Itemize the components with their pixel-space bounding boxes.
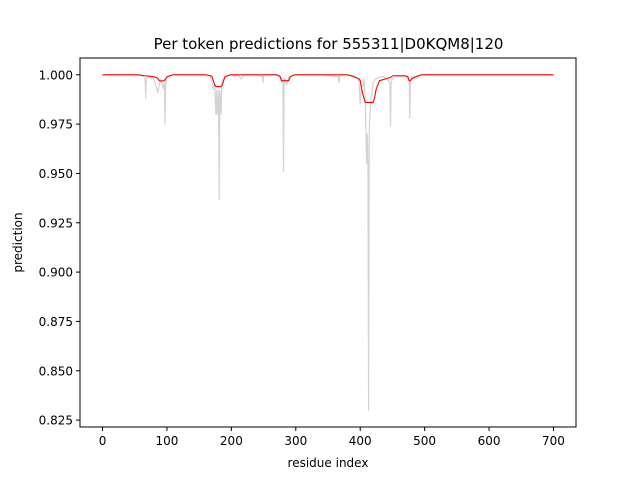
y-tick-label: 0.975 bbox=[39, 118, 73, 132]
x-tick-label: 400 bbox=[349, 434, 372, 448]
y-tick-label: 1.000 bbox=[39, 68, 73, 82]
x-tick-label: 600 bbox=[478, 434, 501, 448]
y-tick-label: 0.900 bbox=[39, 266, 73, 280]
x-tick-label: 100 bbox=[156, 434, 179, 448]
series-line-1 bbox=[102, 74, 554, 103]
x-tick-label: 0 bbox=[99, 434, 107, 448]
axes-frame bbox=[79, 57, 577, 428]
y-axis-label: prediction bbox=[11, 212, 25, 272]
y-axis: 0.825 0.850 0.875 0.900 0.925 0.950 0.975 1.000 bbox=[39, 68, 80, 428]
y-tick-label: 0.950 bbox=[39, 167, 73, 181]
y-tick-label: 0.925 bbox=[39, 216, 73, 230]
chart-title: Per token predictions for 555311|D0KQM8|… bbox=[154, 35, 504, 53]
plot-area bbox=[102, 74, 554, 411]
y-tick-label: 0.825 bbox=[39, 414, 73, 428]
x-axis: 0 100 200 300 400 500 600 700 bbox=[99, 427, 565, 448]
x-tick-label: 500 bbox=[413, 434, 436, 448]
x-axis-label: residue index bbox=[288, 456, 369, 470]
y-tick-label: 0.875 bbox=[39, 315, 73, 329]
series-line-0 bbox=[102, 74, 554, 411]
y-tick-label: 0.850 bbox=[39, 364, 73, 378]
x-tick-label: 700 bbox=[542, 434, 565, 448]
x-tick-label: 300 bbox=[284, 434, 307, 448]
x-tick-label: 200 bbox=[220, 434, 243, 448]
